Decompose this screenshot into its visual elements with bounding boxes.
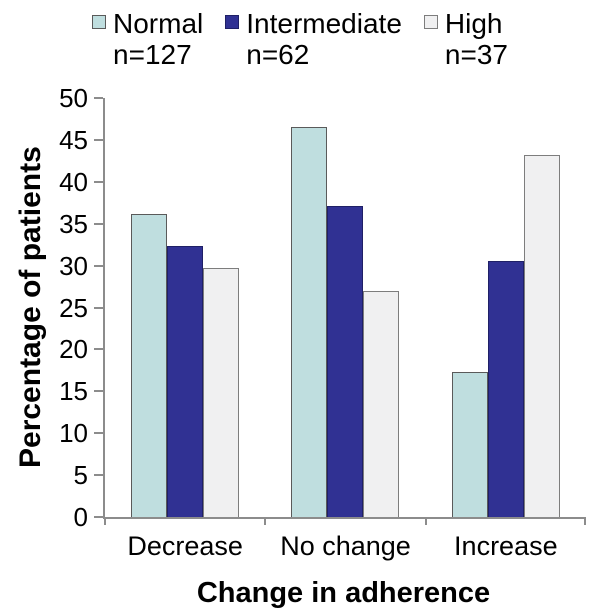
bar-high-decrease (203, 268, 240, 517)
legend-item-intermediate: Intermediate n=62 (225, 8, 402, 71)
y-tick-label-45: 45 (59, 124, 88, 155)
y-tick-mark-50 (94, 97, 103, 99)
bar-group-decrease (105, 213, 265, 517)
legend-text-high: High n=37 (445, 8, 508, 71)
x-category-label-no-change: No change (280, 531, 411, 561)
legend-swatch-high-icon (423, 15, 438, 29)
legend-n-label-intermediate: n=62 (246, 39, 310, 71)
legend-item-high: High n=37 (423, 8, 508, 71)
x-axis-title: Change in adherence (196, 577, 491, 609)
plot-area: 0 5 10 15 20 25 30 35 40 45 50 Decrease No change Inc… (59, 85, 586, 561)
legend-item-normal: Normal n=127 (92, 8, 203, 71)
y-tick-label-25: 25 (59, 292, 88, 323)
legend: Normal n=127 Intermediate n=62 High n=37 (0, 8, 600, 71)
y-tick-label-15: 15 (59, 376, 88, 407)
legend-label-normal: Normal (113, 8, 204, 39)
x-tick-mark-0 (104, 517, 106, 525)
x-category-label-decrease: Decrease (127, 531, 243, 561)
y-tick-mark-20 (94, 348, 103, 351)
bar-intermediate-decrease (167, 246, 204, 517)
y-tick-label-0: 0 (73, 502, 88, 532)
legend-n-label-high: n=37 (444, 39, 508, 71)
y-tick-mark-5 (94, 474, 103, 477)
y-tick-label-20: 20 (59, 334, 88, 365)
bar-intermediate-no-change (327, 206, 364, 517)
y-tick-mark-15 (94, 390, 103, 393)
y-tick-mark-25 (94, 306, 103, 309)
y-tick-label-30: 30 (59, 250, 88, 281)
y-tick-label-5: 5 (73, 460, 88, 491)
bar-normal-increase (451, 372, 488, 517)
y-tick-label-35: 35 (59, 208, 88, 239)
y-tick-label-50: 50 (59, 83, 88, 113)
x-tick-mark-2 (424, 517, 427, 525)
y-tick-mark-30 (94, 264, 103, 267)
bar-high-increase (523, 154, 560, 517)
x-category-label-increase: Increase (454, 531, 558, 561)
y-tick-label-40: 40 (59, 166, 88, 197)
bar-normal-no-change (291, 127, 328, 517)
y-axis-title: Percentage of patients (14, 146, 47, 469)
legend-text-intermediate: Intermediate n=62 (246, 8, 402, 71)
bar-group-no-change (265, 127, 425, 517)
legend-label-high: High (444, 8, 503, 39)
x-tick-mark-3 (584, 517, 586, 525)
bar-intermediate-increase (487, 260, 524, 517)
legend-swatch-normal-icon (92, 15, 107, 29)
y-tick-mark-45 (94, 138, 103, 141)
x-tick-mark-1 (264, 517, 267, 525)
y-tick-mark-40 (94, 180, 103, 183)
y-tick-mark-0 (94, 516, 103, 518)
legend-label-intermediate: Intermediate (246, 8, 402, 39)
y-tick-mark-35 (94, 222, 103, 225)
bar-high-no-change (363, 290, 400, 517)
bar-group-increase (426, 154, 586, 517)
y-tick-mark-10 (94, 432, 103, 435)
legend-swatch-intermediate-icon (225, 15, 240, 29)
legend-text-normal: Normal n=127 (113, 8, 203, 71)
y-tick-label-10: 10 (59, 418, 88, 449)
legend-n-label-normal: n=127 (113, 39, 192, 71)
bar-normal-decrease (131, 213, 168, 517)
